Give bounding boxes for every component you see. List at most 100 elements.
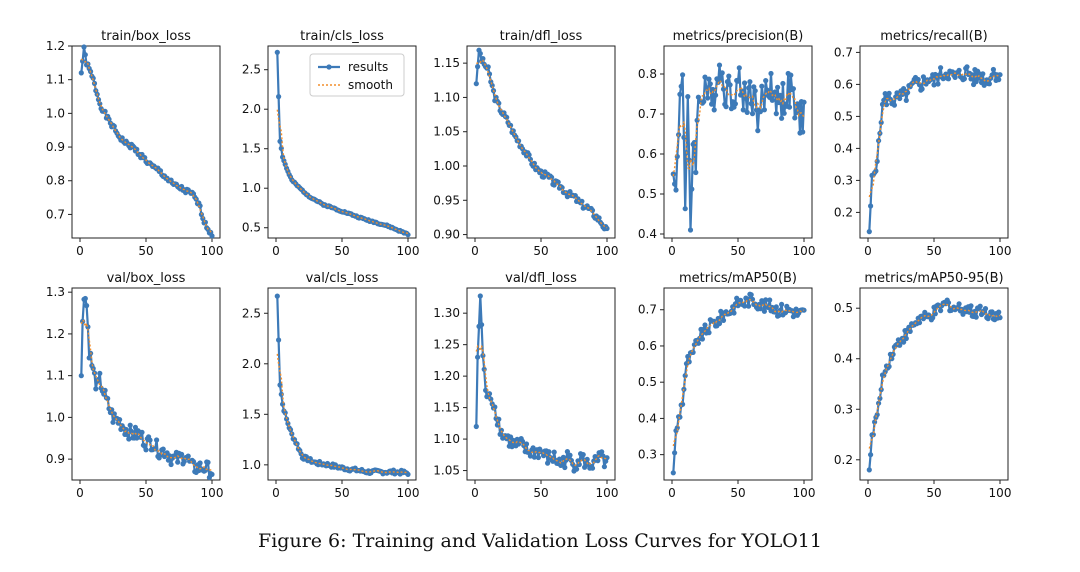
y-tick-label: 0.4 xyxy=(638,411,657,425)
results-point xyxy=(776,312,782,318)
subplot-7: val/dfl_loss 0 50 100 1.05 1.10 1.15 1.20 1.25 1.… xyxy=(433,271,618,500)
results-point xyxy=(772,89,778,95)
results-point xyxy=(779,301,785,307)
y-tick-label: 0.4 xyxy=(638,227,657,241)
x-tick-label: 50 xyxy=(138,244,153,258)
figure-caption: Figure 6: Training and Validation Loss C… xyxy=(258,530,822,552)
results-point xyxy=(976,75,982,81)
results-point xyxy=(793,306,799,312)
results-line xyxy=(672,293,805,473)
results-point xyxy=(727,82,733,88)
results-point xyxy=(763,78,769,84)
results-point xyxy=(477,50,483,57)
results-point xyxy=(977,303,983,309)
y-tick-label: 0.2 xyxy=(834,205,853,219)
results-point xyxy=(989,309,995,315)
y-tick-label: 1.10 xyxy=(433,90,460,104)
y-tick-label: 0.90 xyxy=(433,228,460,242)
y-tick-label: 1.00 xyxy=(433,159,460,173)
results-point xyxy=(878,119,884,126)
results-point xyxy=(672,450,678,456)
results-point xyxy=(82,52,88,58)
results-point xyxy=(956,301,962,307)
y-tick-label: 0.4 xyxy=(834,352,853,366)
y-tick-label: 1.3 xyxy=(46,285,65,299)
y-tick-label: 0.6 xyxy=(638,147,657,161)
x-tick-label: 50 xyxy=(334,486,349,500)
results-line xyxy=(672,63,806,232)
results-point xyxy=(139,429,145,435)
results-point xyxy=(78,373,84,379)
results-point xyxy=(868,203,874,209)
results-point xyxy=(567,189,573,195)
results-point xyxy=(672,181,678,187)
y-tick-label: 1.0 xyxy=(46,106,65,120)
results-point xyxy=(763,297,769,303)
subplot-9: metrics/mAP50-95(B) 0 50 100 0.2 0.3 0.4 0.5 xyxy=(834,271,1012,500)
results-point xyxy=(734,295,740,301)
subplot-title: metrics/recall(B) xyxy=(880,29,987,44)
results-point xyxy=(185,453,191,459)
results-point xyxy=(673,187,679,193)
results-point xyxy=(689,186,695,192)
y-tick-label: 1.1 xyxy=(46,73,65,87)
results-point xyxy=(990,66,997,73)
results-point xyxy=(545,460,551,466)
results-point xyxy=(567,452,573,458)
axes-frame xyxy=(267,287,417,481)
results-point xyxy=(747,79,753,85)
results-point xyxy=(564,449,571,455)
y-tick-label: 1.05 xyxy=(433,125,460,139)
results-point xyxy=(111,411,117,417)
results-point xyxy=(127,422,133,428)
subplot-1: train/cls_loss 0 50 100 0.5 1.0 1.5 2.0 2.5 resul… xyxy=(242,29,420,258)
results-point xyxy=(931,82,937,88)
results-point xyxy=(126,436,132,442)
y-tick-label: 0.5 xyxy=(638,375,657,389)
y-tick-label: 0.9 xyxy=(46,140,65,154)
subplot-2: train/dfl_loss 0 50 100 0.90 0.95 1.00 1.05 1.10… xyxy=(433,29,618,258)
results-point xyxy=(556,456,563,462)
results-point xyxy=(749,111,756,117)
results-point xyxy=(986,81,993,87)
results-point xyxy=(702,322,708,328)
x-tick-label: 0 xyxy=(272,244,280,258)
y-tick-label: 0.8 xyxy=(638,67,657,81)
results-point xyxy=(801,99,807,105)
smooth-line xyxy=(672,298,805,447)
results-point xyxy=(961,76,968,82)
results-point xyxy=(702,74,708,80)
results-point xyxy=(510,128,516,134)
results-point xyxy=(687,227,694,233)
results-point xyxy=(707,81,713,87)
legend-results-label: results xyxy=(348,60,388,74)
results-point xyxy=(748,292,754,298)
results-point xyxy=(883,102,890,108)
results-point xyxy=(952,74,958,80)
results-point xyxy=(736,65,742,71)
results-point xyxy=(726,73,732,79)
results-point xyxy=(935,81,941,87)
results-point xyxy=(670,171,676,177)
results-point xyxy=(202,467,208,473)
results-point xyxy=(81,44,87,50)
results-point xyxy=(80,58,86,64)
results-point xyxy=(86,355,92,361)
results-point xyxy=(773,111,779,117)
subplot-title: metrics/precision(B) xyxy=(673,29,804,44)
results-point xyxy=(119,135,125,141)
results-point xyxy=(706,330,712,336)
results-point xyxy=(720,317,727,323)
results-point xyxy=(980,71,986,77)
results-point xyxy=(915,76,921,83)
subplot-3: metrics/precision(B) 0 50 100 0.4 0.5 0.6 0.7 0.… xyxy=(638,29,816,258)
results-point xyxy=(777,92,783,98)
results-point xyxy=(710,86,716,93)
results-point xyxy=(562,464,568,471)
results-point xyxy=(579,456,585,462)
x-tick-label: 50 xyxy=(533,486,548,500)
results-point xyxy=(718,308,724,314)
results-point xyxy=(282,410,288,416)
x-tick-label: 50 xyxy=(533,244,548,258)
smooth-line xyxy=(80,58,213,234)
